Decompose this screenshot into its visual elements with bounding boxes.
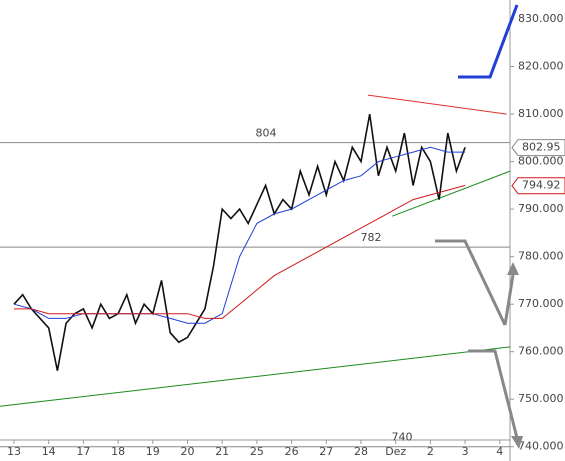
- trendline: [0, 346, 511, 407]
- price-tag-label: 794.92: [522, 179, 561, 192]
- level-label: 782: [361, 231, 382, 244]
- x-tick-label: 4: [496, 445, 503, 458]
- trendline: [392, 170, 511, 217]
- x-tick-label: 17: [76, 445, 90, 458]
- gray-arrowhead-2: [511, 436, 523, 449]
- y-tick-label: 760.000: [518, 345, 564, 358]
- x-tick-label: 13: [7, 445, 21, 458]
- x-tick-label: 14: [42, 445, 56, 458]
- x-tick-label: 25: [250, 445, 264, 458]
- y-tick-label: 830.000: [518, 12, 564, 25]
- gray-arrow-path: [435, 239, 507, 326]
- blue-arrow: [458, 4, 519, 79]
- y-tick-label: 740.000: [518, 440, 564, 453]
- level-label: 740: [392, 431, 413, 444]
- price-tag-label: 802.95: [522, 141, 561, 154]
- x-tick-label: 27: [319, 445, 333, 458]
- y-tick-label: 800.000: [518, 155, 564, 168]
- gray-arrow-path-2: [468, 349, 519, 439]
- x-tick-label: 28: [354, 445, 368, 458]
- x-tick-label: 26: [285, 445, 299, 458]
- y-tick-label: 820.000: [518, 60, 564, 73]
- x-tick-label: 2: [427, 445, 434, 458]
- series-line: [14, 184, 466, 319]
- y-tick-label: 810.000: [518, 107, 564, 120]
- level-label: 804: [256, 127, 277, 140]
- y-tick-label: 770.000: [518, 297, 564, 310]
- y-tick-label: 750.000: [518, 392, 564, 405]
- price-tag: [511, 139, 565, 157]
- x-tick-label: 3: [462, 445, 469, 458]
- x-tick-label: 18: [111, 445, 125, 458]
- x-tick-label: 19: [146, 445, 160, 458]
- y-tick-label: 790.000: [518, 202, 564, 215]
- x-tick-label: 21: [215, 445, 229, 458]
- x-tick-label: Dez: [385, 445, 406, 458]
- series-line: [13, 113, 466, 371]
- gray-arrow-shaft: [503, 274, 515, 326]
- y-tick-label: 780.000: [518, 250, 564, 263]
- x-tick-label: 20: [181, 445, 195, 458]
- trendline: [367, 94, 507, 115]
- plot-area: 740.000 750.000 760.000 770.000 780.000 790.0…: [0, 12, 565, 458]
- price-tag: [511, 177, 565, 195]
- gray-arrowhead: [507, 262, 519, 275]
